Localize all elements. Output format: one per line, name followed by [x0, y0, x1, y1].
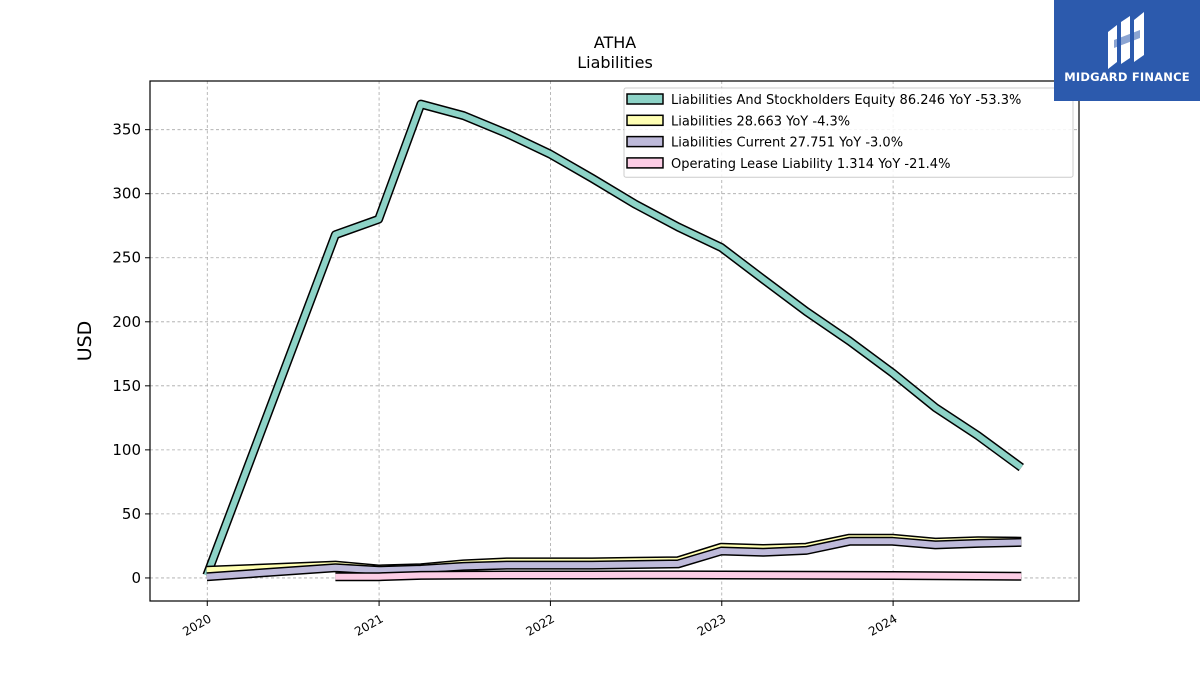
- y-tick-label: 350: [112, 121, 141, 139]
- y-tick-label: 100: [112, 441, 141, 459]
- legend-entry-label: Operating Lease Liability 1.314 YoY -21.…: [671, 157, 950, 172]
- x-tick-label: 2021: [352, 611, 385, 638]
- series-operating-lease-liability: [335, 570, 1022, 582]
- chart-subtitle: Liabilities: [577, 53, 653, 72]
- series-liabilities-and-stockholders-equity: [202, 99, 1024, 577]
- legend-swatch: [626, 93, 664, 105]
- x-tick-label: 2024: [866, 611, 899, 638]
- series-line: [206, 538, 1022, 580]
- y-tick-label: 50: [122, 505, 141, 523]
- midgard-finance-logo: MIDGARD FINANCE: [1054, 0, 1200, 101]
- y-tick-label: 250: [112, 249, 141, 267]
- brand-mark-icon: [1108, 12, 1144, 69]
- legend-entry-label: Liabilities Current 27.751 YoY -3.0%: [671, 136, 903, 151]
- plot-frame: [149, 80, 1080, 602]
- brand-name: MIDGARD FINANCE: [1064, 70, 1190, 84]
- y-tick-label: 150: [112, 377, 141, 395]
- legend-box: [623, 87, 1074, 178]
- y-tick-label: 0: [131, 569, 141, 587]
- x-tick-label: 2020: [180, 611, 213, 638]
- series-liabilities-current: [206, 536, 1022, 582]
- chart-title: ATHA: [594, 33, 637, 52]
- y-axis-label: USD: [74, 321, 96, 362]
- y-tick-label: 300: [112, 185, 141, 203]
- legend-swatch: [626, 135, 664, 148]
- x-axis: 2020 2021 2022 2023 2024: [180, 601, 900, 639]
- legend: Liabilities And Stockholders Equity 86.2…: [623, 87, 1074, 178]
- legend-swatch: [626, 157, 664, 169]
- x-tick-label: 2023: [695, 611, 728, 638]
- legend-entry-label: Liabilities 28.663 YoY -4.3%: [671, 114, 850, 129]
- series-layer: [202, 99, 1024, 582]
- y-tick-label: 200: [112, 313, 141, 331]
- series-line: [335, 571, 1022, 580]
- y-axis: 0 50 100 150 200 250 300 350: [112, 121, 150, 587]
- x-tick-label: 2022: [523, 611, 556, 638]
- series-line: [203, 101, 1024, 577]
- legend-entry-label: Liabilities And Stockholders Equity 86.2…: [671, 93, 1021, 108]
- legend-swatch: [626, 114, 664, 127]
